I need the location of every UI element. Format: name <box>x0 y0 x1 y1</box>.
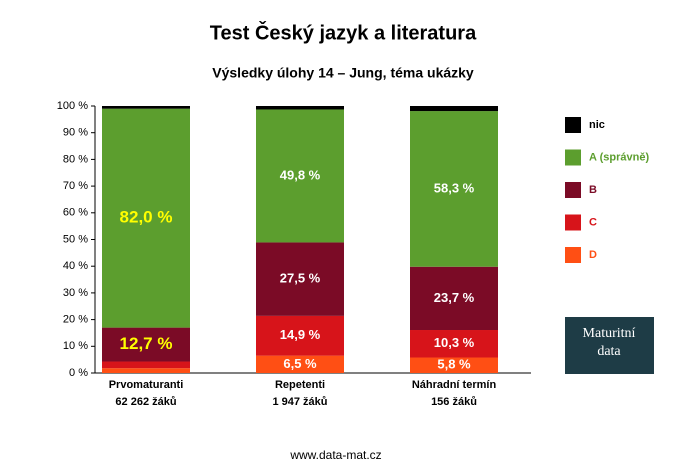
value-label: 6,5 % <box>283 356 317 371</box>
x-tick-note: 156 žáků <box>431 396 477 408</box>
value-label: 14,9 % <box>280 327 321 342</box>
value-label: 58,3 % <box>434 180 475 195</box>
legend-label: D <box>589 249 597 261</box>
bar-segment <box>102 361 190 369</box>
y-tick-label: 20 % <box>63 314 88 326</box>
y-tick-label: 70 % <box>63 180 88 192</box>
legend-label: nic <box>589 119 605 131</box>
bar-segment <box>410 266 498 331</box>
value-label: 27,5 % <box>280 271 321 286</box>
logo-text: data <box>597 344 621 359</box>
chart-title: Test Český jazyk a literatura <box>210 20 477 44</box>
y-tick-label: 0 % <box>69 367 88 379</box>
legend-swatch <box>565 214 581 231</box>
y-tick-label: 40 % <box>63 260 88 272</box>
bar-segment <box>256 315 344 356</box>
bar-segment <box>256 355 344 373</box>
value-label: 12,7 % <box>120 334 173 353</box>
y-tick-label: 100 % <box>57 100 88 112</box>
legend-label: B <box>589 184 597 196</box>
value-label: 82,0 % <box>120 208 173 227</box>
x-tick-label: Náhradní termín <box>412 379 497 391</box>
legend-swatch <box>565 117 581 133</box>
legend-swatch <box>565 149 581 166</box>
bar-segment <box>410 106 498 112</box>
y-tick-label: 30 % <box>63 287 88 299</box>
bar-segment <box>410 357 498 373</box>
bar-segment <box>102 368 190 373</box>
value-label: 49,8 % <box>280 167 321 182</box>
bar-segment <box>410 330 498 358</box>
y-tick-label: 80 % <box>63 153 88 165</box>
x-tick-note: 62 262 žáků <box>115 396 176 408</box>
y-tick-label: 90 % <box>63 127 88 139</box>
footer: www.data-mat.cz <box>289 448 381 462</box>
bar-segment <box>102 327 190 362</box>
legend-label: A (správně) <box>589 151 649 163</box>
y-tick-label: 50 % <box>63 233 88 245</box>
bar-segment <box>256 109 344 243</box>
bar-segment <box>256 242 344 316</box>
value-label: 23,7 % <box>434 290 475 305</box>
value-label: 10,3 % <box>434 335 475 350</box>
bar-segment <box>410 111 498 267</box>
chart-subtitle: Výsledky úlohy 14 – Jung, téma ukázky <box>212 65 474 81</box>
logo-text: Maturitní <box>583 326 636 341</box>
legend-label: C <box>589 216 597 228</box>
bar-segment <box>102 108 190 328</box>
value-label: 5,8 % <box>437 357 471 372</box>
x-tick-note: 1 947 žáků <box>272 396 327 408</box>
x-tick-label: Prvomaturanti <box>109 379 184 391</box>
y-tick-label: 10 % <box>63 340 88 352</box>
logo <box>565 317 654 374</box>
bar-segment <box>256 106 344 110</box>
y-tick-label: 60 % <box>63 207 88 219</box>
bar-segment <box>102 106 190 109</box>
legend-swatch <box>565 182 581 198</box>
x-tick-label: Repetenti <box>275 379 325 391</box>
legend-swatch <box>565 247 581 263</box>
